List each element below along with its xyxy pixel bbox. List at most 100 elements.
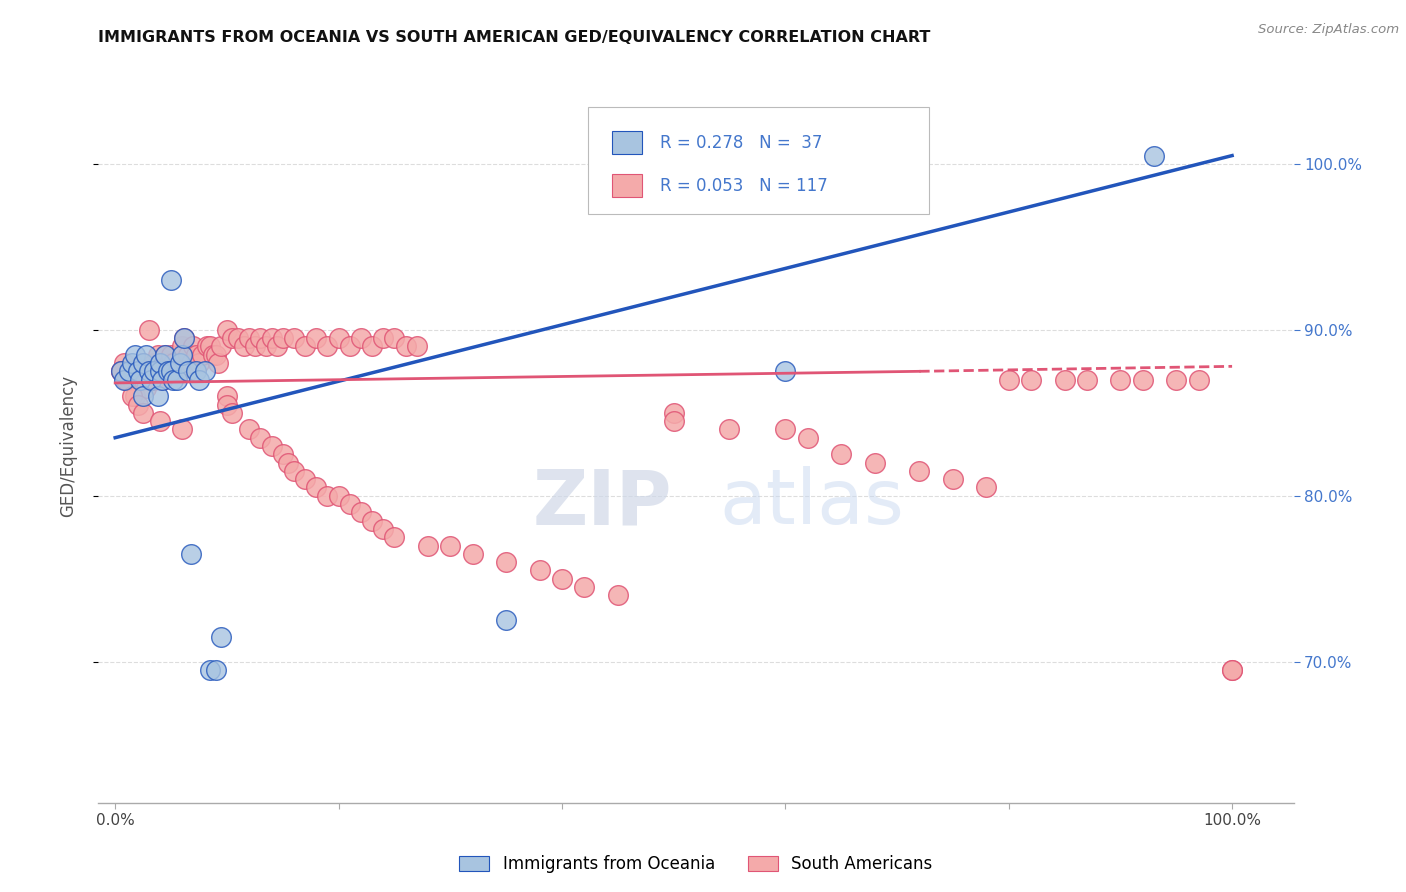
Point	[112, 356, 135, 370]
Point	[139, 373, 162, 387]
Point	[277, 456, 299, 470]
Point	[132, 406, 155, 420]
Point	[830, 447, 852, 461]
Point	[416, 539, 439, 553]
Point	[173, 331, 195, 345]
Point	[149, 364, 172, 378]
Legend: Immigrants from Oceania, South Americans: Immigrants from Oceania, South Americans	[453, 849, 939, 880]
Point	[166, 373, 188, 387]
Point	[266, 339, 288, 353]
Point	[139, 364, 162, 378]
Point	[191, 348, 214, 362]
Point	[215, 323, 238, 337]
Point	[117, 373, 139, 387]
Point	[124, 389, 146, 403]
Point	[260, 331, 283, 345]
Point	[184, 364, 207, 378]
Point	[146, 348, 169, 362]
Point	[112, 373, 135, 387]
Point	[173, 331, 195, 345]
Point	[121, 356, 143, 370]
Point	[138, 323, 160, 337]
Point	[184, 348, 207, 362]
Point	[976, 481, 998, 495]
Point	[221, 406, 243, 420]
Point	[149, 356, 172, 370]
Text: R = 0.053   N = 117: R = 0.053 N = 117	[661, 177, 828, 194]
Point	[162, 356, 184, 370]
Point	[238, 331, 260, 345]
Point	[574, 580, 596, 594]
Point	[1166, 373, 1188, 387]
Point	[328, 331, 350, 345]
Point	[110, 364, 132, 378]
Point	[294, 472, 316, 486]
Point	[204, 663, 226, 677]
Point	[243, 339, 266, 353]
Point	[249, 331, 271, 345]
Bar	[613, 174, 643, 197]
Point	[209, 339, 232, 353]
Point	[115, 373, 138, 387]
Point	[195, 339, 218, 353]
Point	[128, 373, 150, 387]
Point	[132, 356, 155, 370]
Point	[254, 339, 277, 353]
Point	[124, 348, 146, 362]
Point	[373, 331, 395, 345]
Point	[328, 489, 350, 503]
FancyBboxPatch shape	[588, 107, 929, 214]
Bar	[613, 131, 643, 154]
Point	[149, 356, 172, 370]
Point	[283, 331, 305, 345]
Point	[143, 364, 166, 378]
Point	[172, 339, 194, 353]
Point	[169, 356, 191, 370]
Point	[121, 373, 143, 387]
Point	[1220, 663, 1243, 677]
Point	[260, 439, 283, 453]
Point	[155, 348, 177, 362]
Point	[271, 447, 294, 461]
Point	[361, 514, 384, 528]
Point	[1220, 663, 1243, 677]
Point	[138, 364, 160, 378]
Point	[796, 431, 818, 445]
Point	[350, 331, 373, 345]
Point	[149, 414, 172, 428]
Point	[172, 348, 194, 362]
Point	[166, 364, 188, 378]
Point	[551, 572, 574, 586]
Point	[156, 364, 179, 378]
Point	[127, 397, 149, 411]
Point	[209, 630, 232, 644]
Point	[221, 331, 243, 345]
Point	[1187, 373, 1209, 387]
Point	[529, 564, 551, 578]
Point	[271, 331, 294, 345]
Point	[204, 348, 226, 362]
Point	[207, 356, 229, 370]
Point	[132, 356, 155, 370]
Point	[294, 339, 316, 353]
Point	[1132, 373, 1154, 387]
Point	[135, 381, 157, 395]
Point	[305, 331, 328, 345]
Point	[283, 464, 305, 478]
Text: Source: ZipAtlas.com: Source: ZipAtlas.com	[1258, 22, 1399, 36]
Point	[384, 331, 406, 345]
Point	[115, 373, 138, 387]
Point	[384, 530, 406, 544]
Point	[606, 588, 628, 602]
Point	[775, 364, 797, 378]
Text: atlas: atlas	[720, 467, 904, 540]
Point	[117, 364, 139, 378]
Point	[143, 373, 166, 387]
Point	[908, 464, 931, 478]
Point	[863, 456, 886, 470]
Point	[180, 547, 202, 561]
Point	[1053, 373, 1076, 387]
Point	[942, 472, 965, 486]
Point	[128, 373, 150, 387]
Point	[150, 373, 173, 387]
